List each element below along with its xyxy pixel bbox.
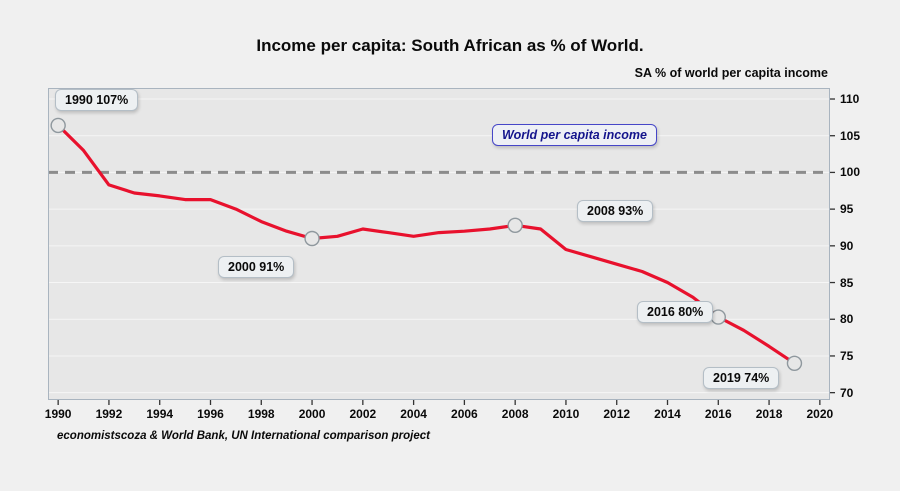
x-tick-label: 2008 [501,407,529,421]
sa-income-line [56,123,797,365]
annotation-point-marker [507,217,523,233]
plot-area [48,88,835,405]
x-tick-label: 1994 [146,407,174,421]
x-tick-label: 2016 [704,407,732,421]
x-tick-label: 1992 [95,407,123,421]
right-axis-title: SA % of world per capita income [634,66,828,80]
x-tick-label: 2018 [755,407,783,421]
y-tick-label: 95 [840,202,854,217]
x-tick-label: 2000 [298,407,326,421]
line-chart-svg [48,88,835,405]
annotation-2016: 2016 80% [637,301,714,323]
x-tick-label: 2012 [603,407,631,421]
y-tick-label: 75 [840,348,854,363]
annotation-1990: 1990 107% [55,89,139,111]
annotation-2019: 2019 74% [703,367,780,389]
y-tick-label: 90 [840,238,854,253]
x-tick-label: 2002 [349,407,377,421]
y-tick-label: 110 [840,92,860,106]
annotation-2008: 2008 93% [577,200,654,222]
y-tick-label: 70 [840,385,854,400]
annotation-point-marker [304,230,320,247]
chart-title: Income per capita: South African as % of… [256,36,644,55]
plot-border [48,88,830,400]
x-tick-label: 1990 [44,407,72,421]
x-tick-label: 2004 [400,407,427,421]
y-axis-labels: 70 75 80 85 90 95 100 105 110 [840,88,880,400]
world-line-label: World per capita income [492,124,657,146]
y-tick-label: 100 [840,165,861,180]
annotation-2000: 2000 91% [218,256,295,278]
x-tick-label: 2006 [451,407,478,421]
x-tick-label: 2020 [806,407,834,421]
x-axis-labels: 1990 1992 1994 1996 1998 2000 2002 2004 2006 2008… [44,407,834,423]
x-tick-label: 1996 [197,407,224,421]
y-tick-label: 85 [840,275,854,290]
x-tick-label: 2014 [654,407,681,421]
x-tick-label: 1998 [247,407,275,421]
y-tick-label: 80 [840,312,854,327]
annotation-point-marker [786,355,803,371]
source-note: economistscoza & World Bank, UN Internat… [57,430,430,442]
annotation-point-marker [710,309,726,325]
x-tick-label: 2010 [552,407,580,421]
y-tick-label: 105 [840,128,861,143]
annotation-point-marker [50,117,66,134]
